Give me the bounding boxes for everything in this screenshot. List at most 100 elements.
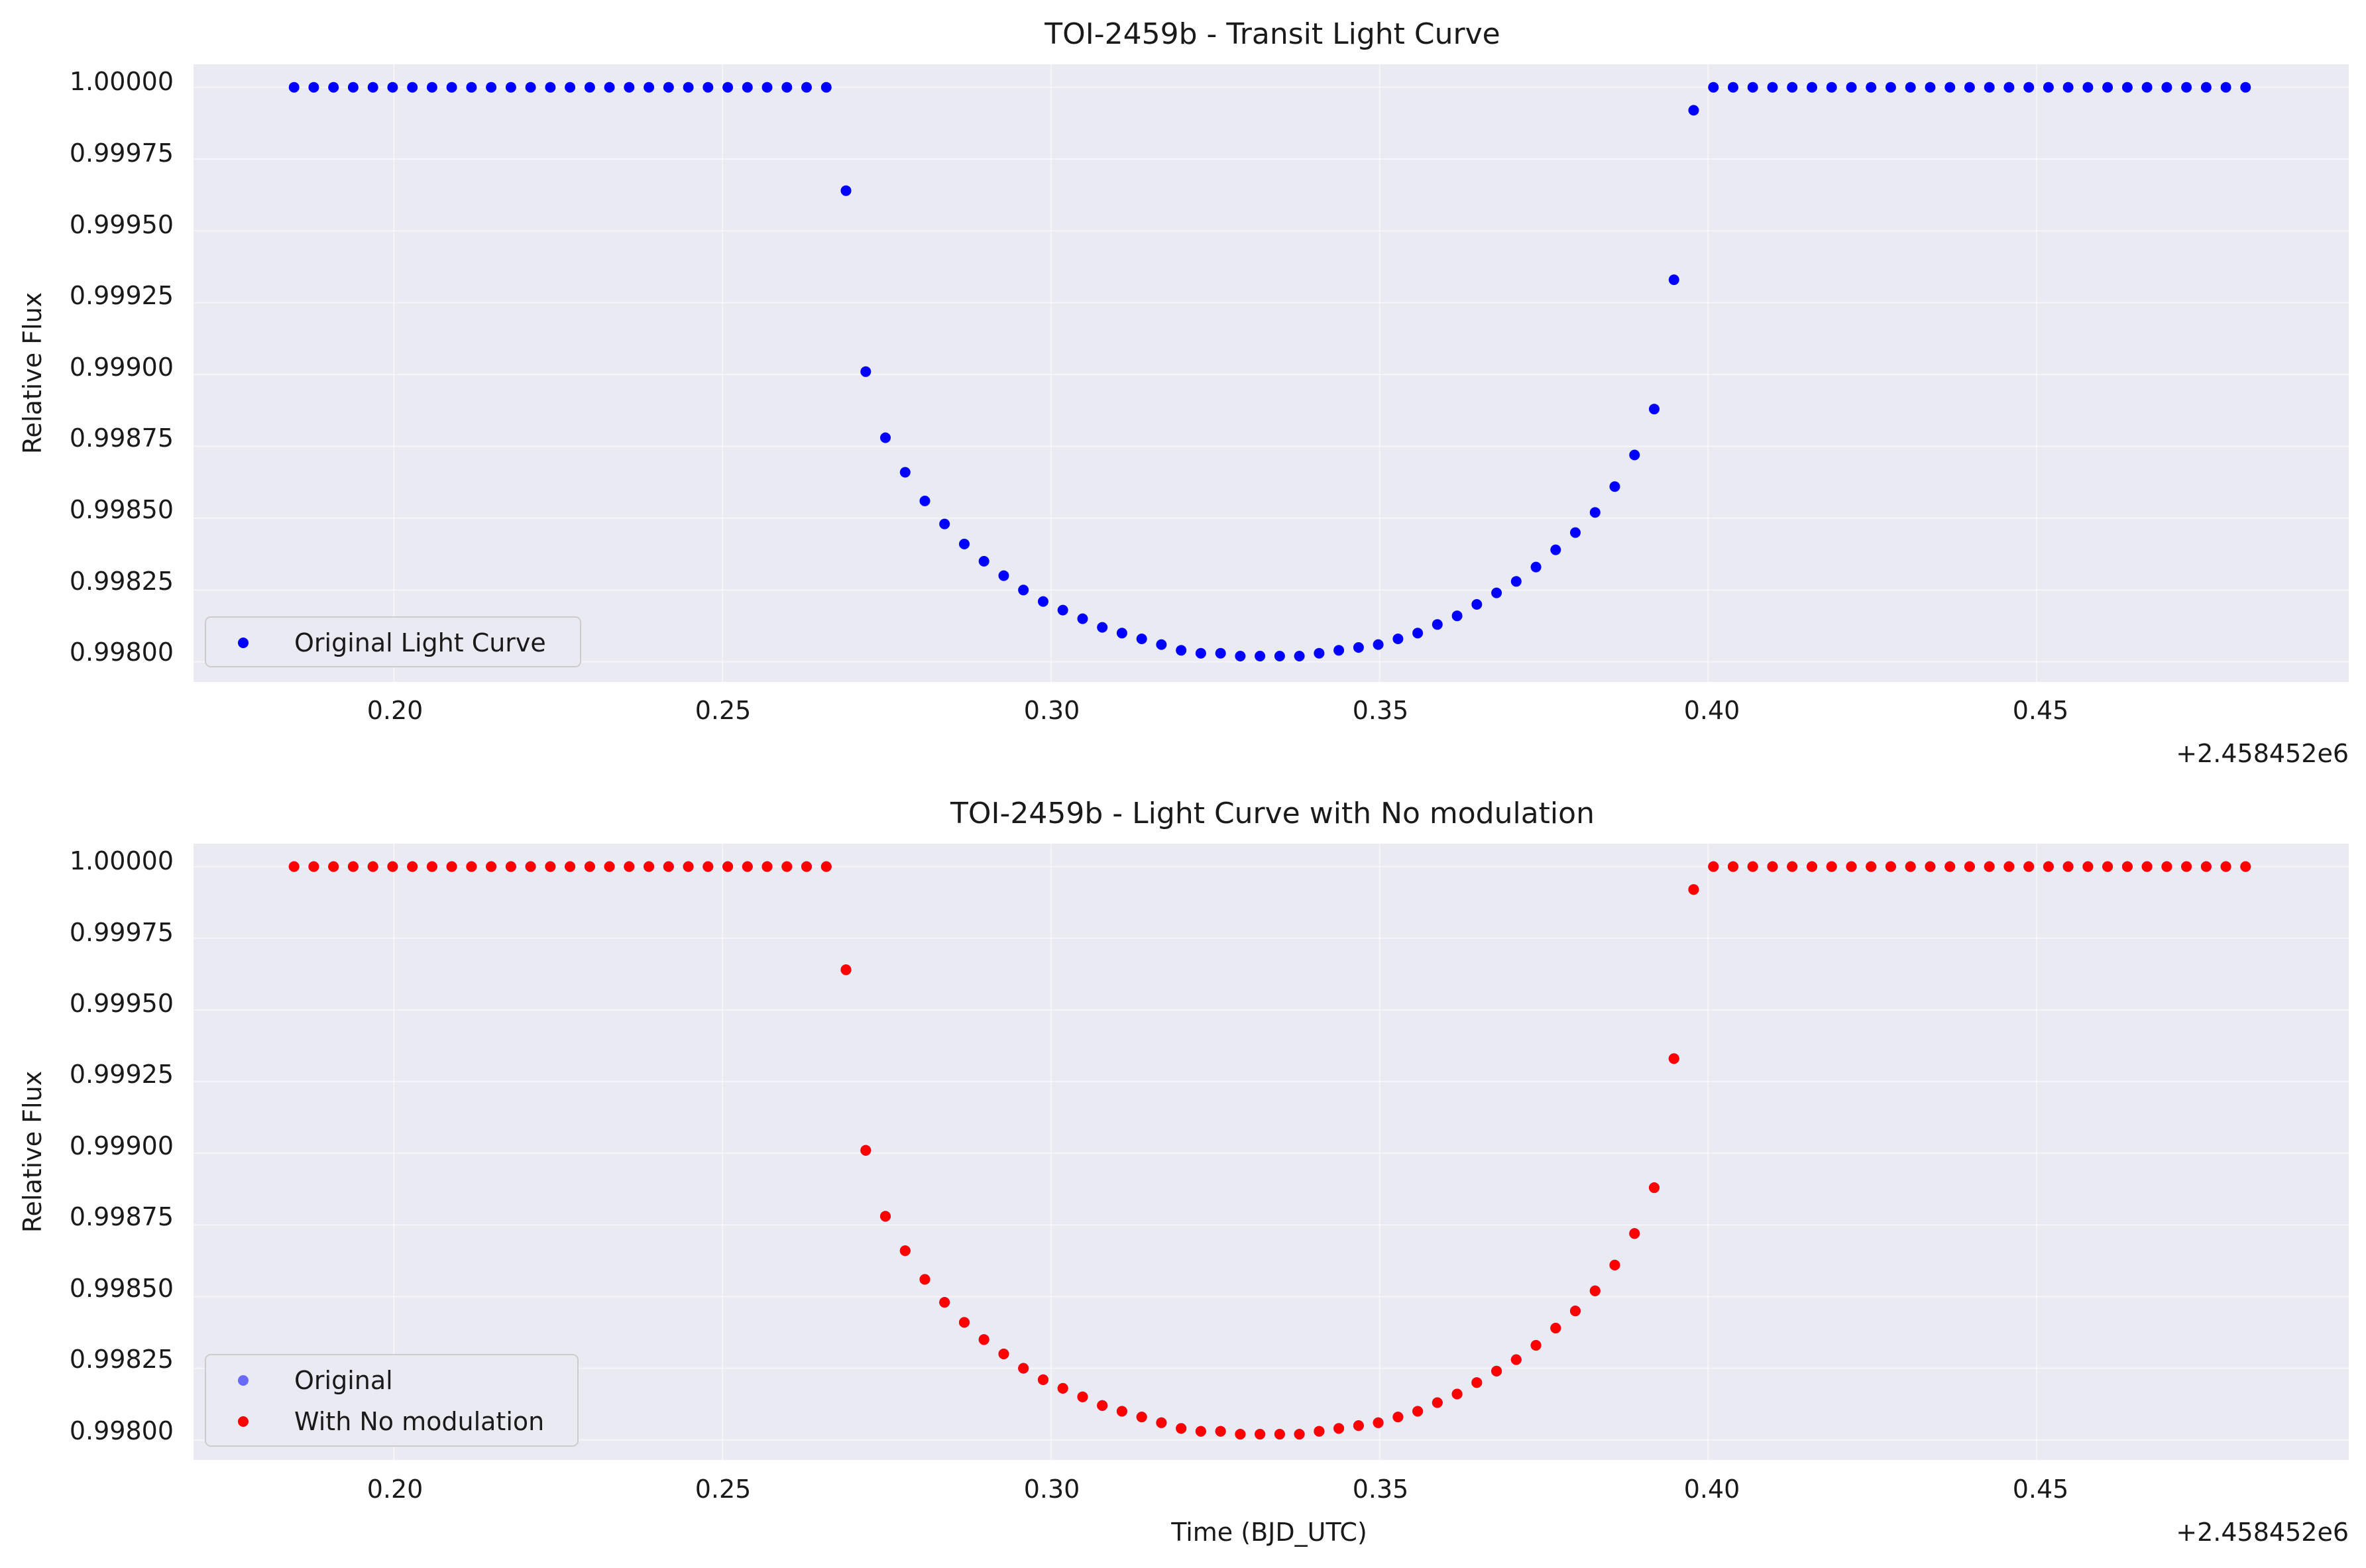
data-point [899,467,911,478]
data-point [1885,82,1896,93]
data-point [1333,1423,1345,1434]
data-point [1373,639,1384,650]
data-point [1412,628,1424,639]
x-tick-label: 0.20 [367,1475,423,1504]
data-point [1373,1417,1384,1428]
x-tick-labels: 0.20 0.25 0.30 0.35 0.40 0.45 [367,696,2069,725]
data-point [1195,647,1206,659]
legend-label: With No modulation [294,1407,544,1436]
grid [194,64,2349,682]
data-point [387,861,398,872]
legend-marker [238,1375,249,1386]
y-tick-label: 0.99900 [70,1131,174,1160]
data-point [899,1245,911,1257]
data-point [1274,651,1285,661]
data-point [1668,274,1679,286]
x-offset-label: +2.458452e6 [2176,1518,2349,1547]
data-point [1471,599,1483,610]
data-point [1984,861,1995,872]
data-point [1866,861,1877,872]
y-tick-labels: 1.00000 0.99975 0.99950 0.99925 0.99900 … [70,846,174,1445]
x-tick-label: 0.30 [1024,1475,1080,1504]
data-point [624,861,635,872]
data-point [1944,861,1956,872]
data-point [1747,861,1758,872]
data-point [1767,82,1778,93]
chart-panel-top: TOI-2459b - Transit Light Curve 1.00000 … [18,17,2349,768]
legend: Original With No modulation [205,1354,579,1447]
data-point [1294,1429,1305,1440]
data-point [1392,634,1404,644]
data-point [2023,861,2035,872]
data-point [2141,82,2153,93]
data-point [1728,861,1738,872]
data-point [565,861,576,872]
data-point [1038,1374,1048,1385]
data-point [1314,1426,1325,1437]
data-point [2181,861,2192,872]
data-point [1057,1382,1068,1394]
data-point [1944,82,1956,93]
data-point [1550,544,1561,555]
data-point [624,82,635,93]
data-point [486,82,497,93]
data-point [1964,82,1975,93]
data-point [761,82,773,93]
data-point [1255,1429,1266,1440]
data-point [1589,507,1601,518]
data-point [683,82,694,93]
data-point [801,82,812,93]
data-point [288,861,300,872]
data-point [1353,1420,1364,1431]
data-point [1097,1400,1108,1411]
plot-area [194,64,2349,682]
data-point [1412,1406,1424,1417]
legend: Original Light Curve [205,616,581,667]
data-point [1235,1429,1246,1440]
data-point [860,1145,872,1156]
data-point [1116,628,1127,639]
chart-title: TOI-2459b - Transit Light Curve [1044,17,1500,51]
data-point [1057,604,1068,616]
data-point [1925,861,1936,872]
data-point [1570,527,1581,538]
x-tick-labels: 0.20 0.25 0.30 0.35 0.40 0.45 [367,1475,2069,1504]
data-point [1530,1340,1542,1351]
data-point [308,861,319,872]
data-point [545,82,556,93]
data-point [820,861,832,872]
y-tick-label: 0.99950 [70,989,174,1018]
data-point [1333,645,1345,656]
x-tick-label: 0.25 [695,1475,752,1504]
data-point [2043,82,2054,93]
data-point [2240,861,2251,872]
data-point [978,555,989,567]
data-point [939,1297,950,1308]
y-tick-label: 0.99800 [70,638,174,667]
data-point [1787,861,1798,872]
data-point [367,861,378,872]
data-point [407,861,418,872]
data-point [663,82,674,93]
data-point [1668,1053,1679,1064]
x-tick-label: 0.20 [367,696,423,725]
data-point [1195,1426,1206,1437]
data-point [978,1334,989,1345]
data-point [1294,651,1305,661]
data-point [1432,1397,1443,1408]
data-point [2181,82,2192,93]
data-point [2062,861,2074,872]
data-point [584,82,595,93]
x-tick-label: 0.40 [1684,1475,1740,1504]
data-point [347,861,359,872]
x-tick-label: 0.35 [1353,696,1409,725]
data-point [722,861,734,872]
data-point [1156,1417,1167,1428]
data-point [1688,105,1699,116]
chart-title: TOI-2459b - Light Curve with No modulati… [950,797,1595,830]
data-point [387,82,398,93]
data-point [1807,82,1817,93]
x-tick-label: 0.30 [1024,696,1080,725]
data-point [820,82,832,93]
